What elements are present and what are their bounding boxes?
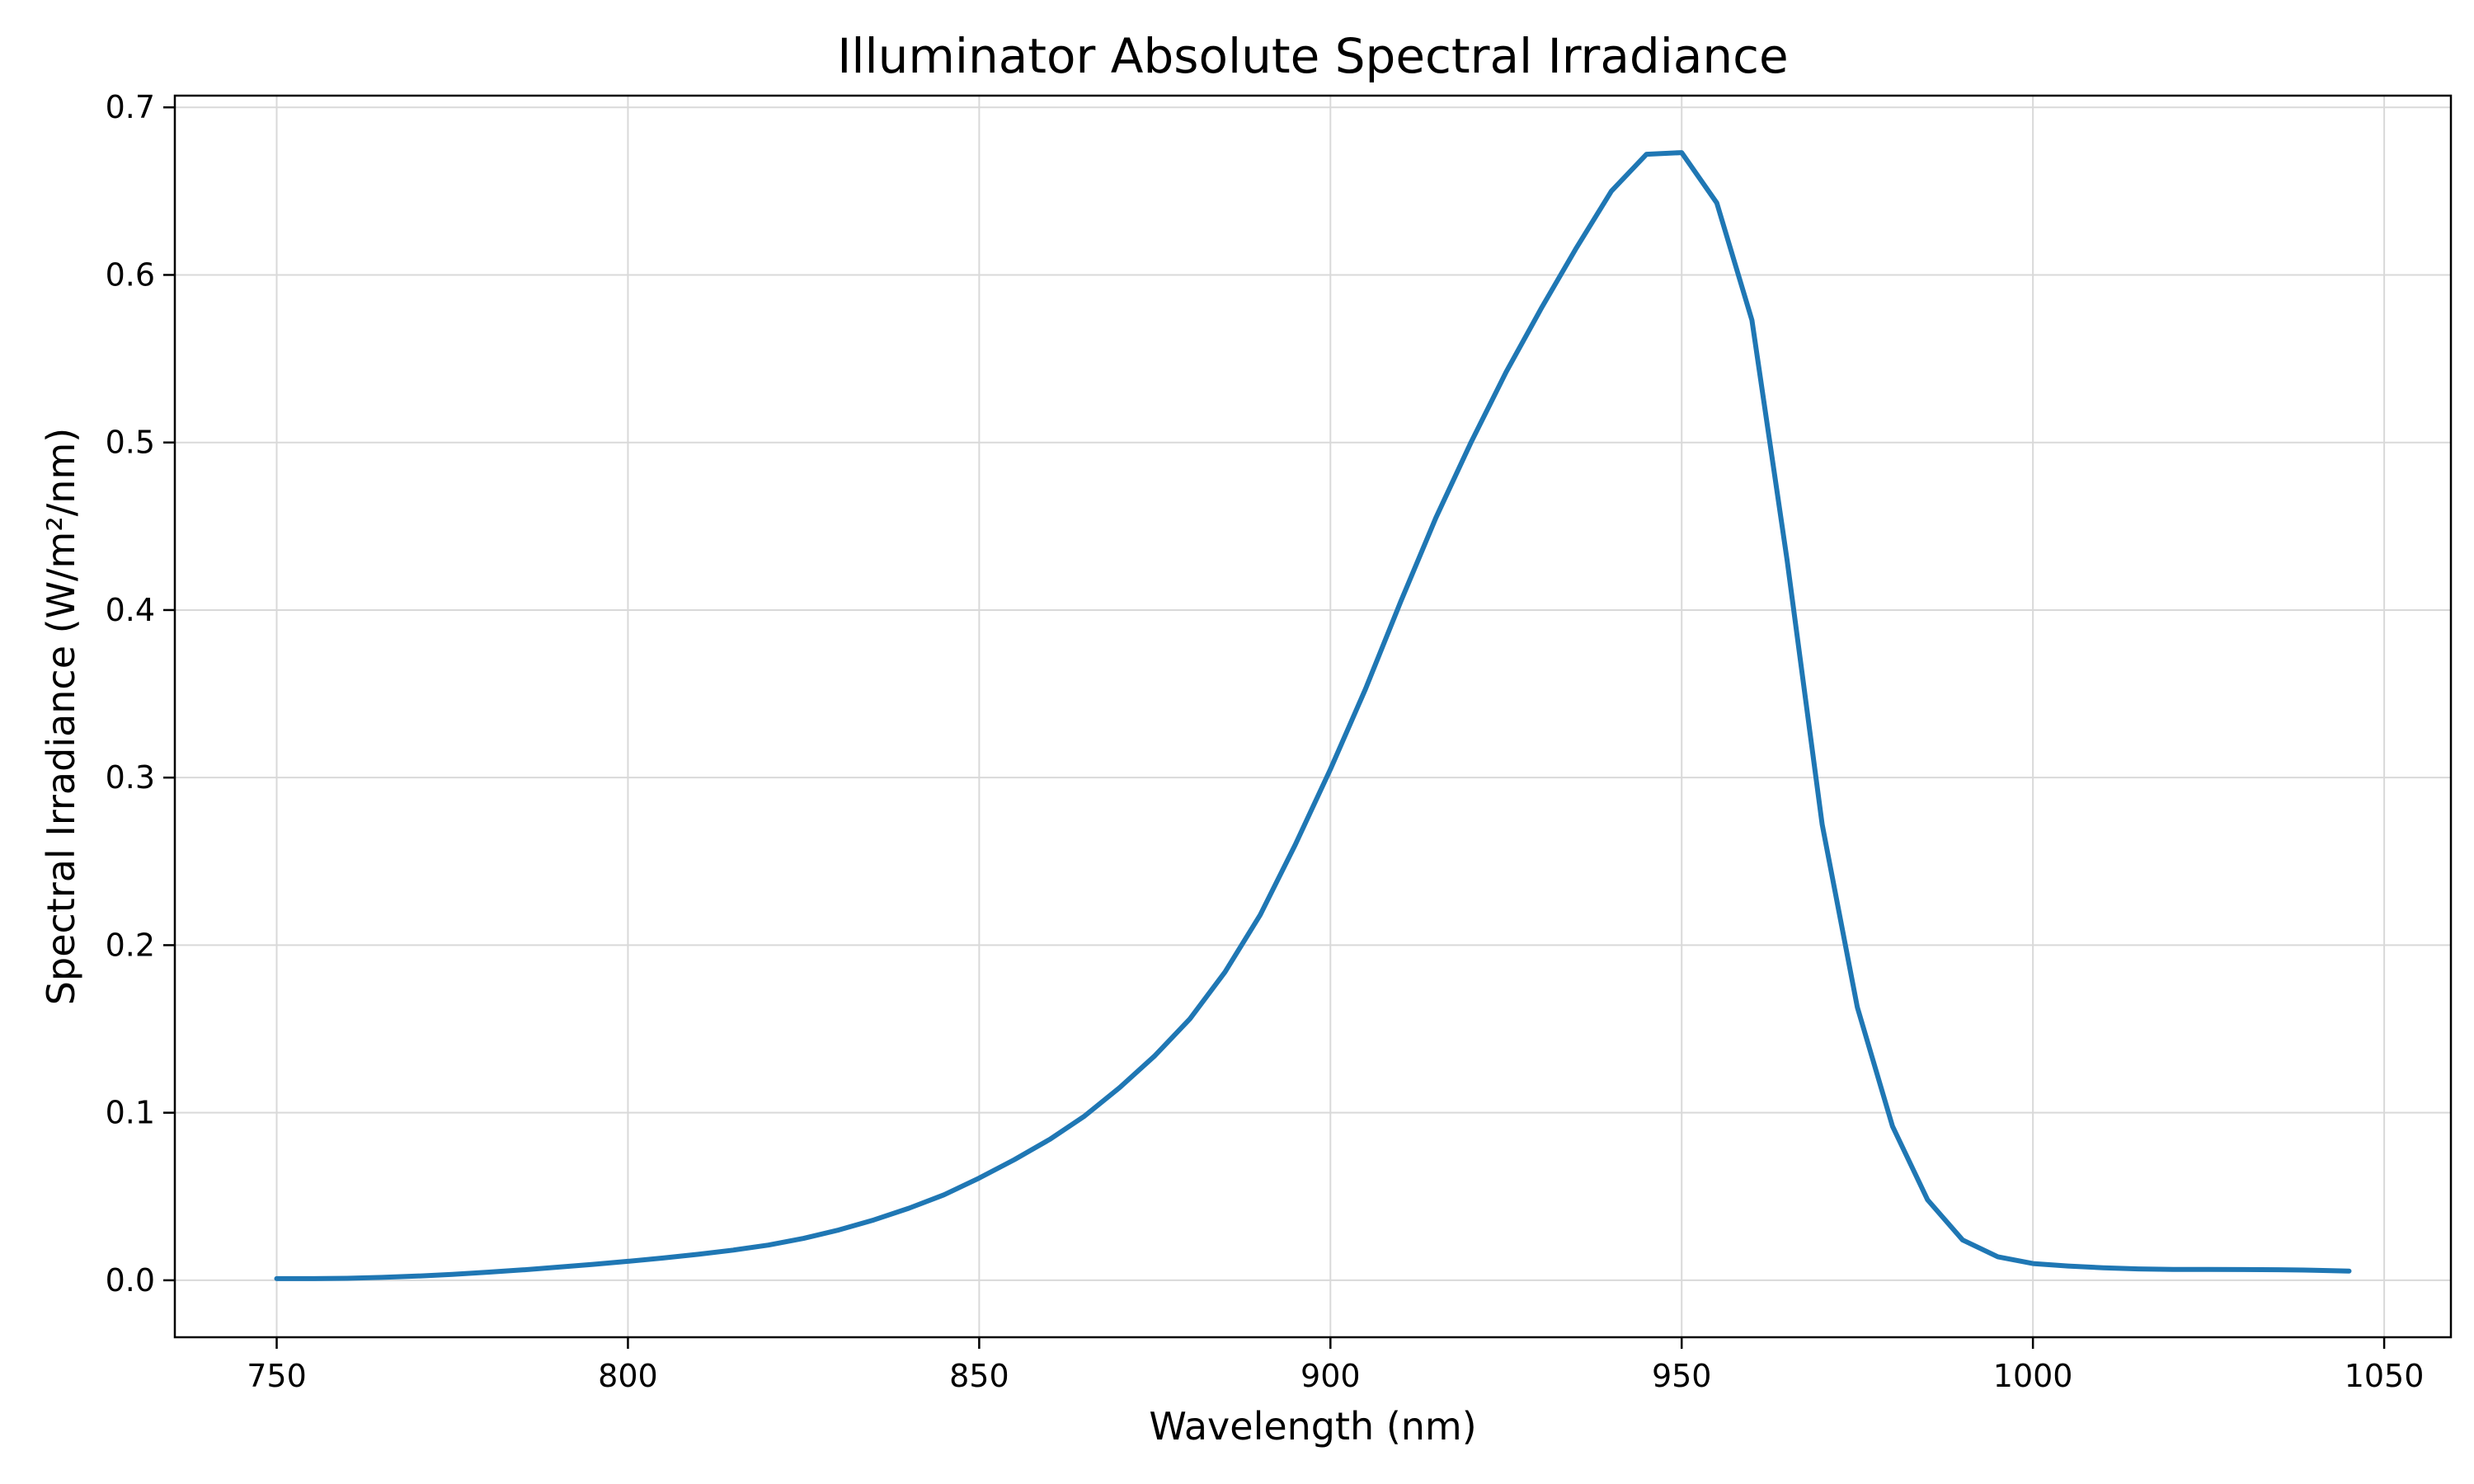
x-tick-label: 900 — [1300, 1358, 1361, 1394]
y-tick-label: 0.6 — [106, 256, 155, 293]
plot-frame — [173, 94, 2453, 1339]
grid-lines — [175, 96, 2451, 1337]
y-axis-label: Spectral Irradiance (W/m²/nm) — [39, 428, 83, 1005]
series-layer — [274, 150, 2352, 1281]
y-tick-label: 0.2 — [106, 927, 155, 963]
y-tick-label: 0.4 — [106, 592, 155, 628]
y-tick-label: 0.3 — [106, 759, 155, 796]
y-tick-label: 0.5 — [106, 425, 155, 461]
x-tick-label: 1000 — [1993, 1358, 2073, 1394]
y-tick-label: 0.7 — [106, 89, 155, 125]
x-tick-label: 950 — [1652, 1358, 1712, 1394]
y-tick-label: 0.1 — [106, 1095, 155, 1131]
x-axis-label: Wavelength (nm) — [1149, 1404, 1476, 1449]
x-tick-label: 1050 — [2345, 1358, 2425, 1394]
irradiance-series-line — [274, 150, 2352, 1281]
y-tick-label: 0.0 — [106, 1262, 155, 1298]
x-tick-label: 750 — [247, 1358, 307, 1394]
y-axis-ticks: 0.0 0.1 0.2 0.3 0.4 0.5 0.6 0.7 — [106, 89, 175, 1298]
x-tick-label: 800 — [598, 1358, 658, 1394]
chart-title: Illuminator Absolute Spectral Irradiance — [837, 28, 1788, 84]
x-tick-label: 850 — [949, 1358, 1009, 1394]
x-axis-ticks: 750 800 850 900 950 1000 1050 — [247, 1337, 2424, 1394]
